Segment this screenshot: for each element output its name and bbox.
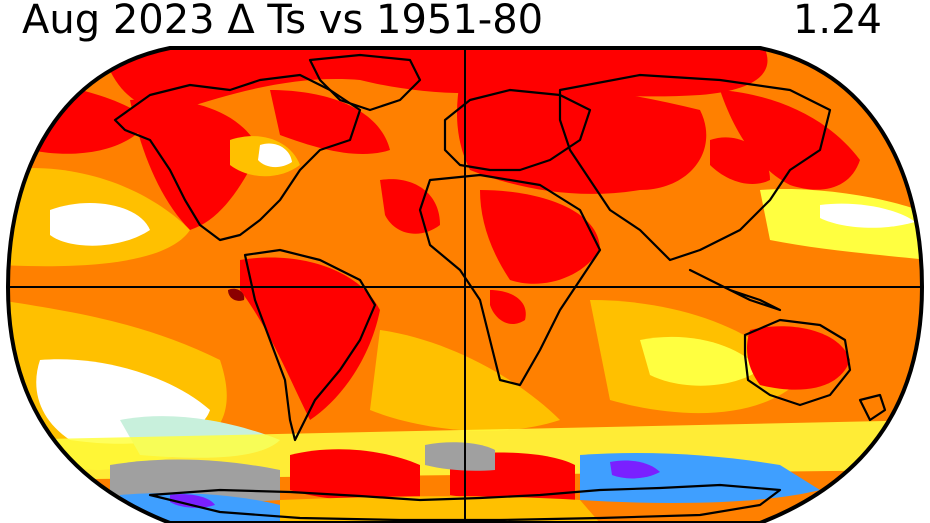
field-canada-red [270,90,390,155]
coastline-southeast-asia [688,268,782,312]
coastline-south-america [243,248,377,442]
field-us-white [258,143,292,168]
field-antarctic-very-cool [610,460,660,479]
coastline-antarctica [148,483,782,522]
coastlines [113,53,887,522]
coastline-asia [558,73,832,262]
field-antarctic-gray-2 [425,442,495,471]
anomaly-field [8,48,922,523]
coastline-north-america [113,73,362,242]
map-border [5,46,925,523]
coastline-africa [418,173,602,387]
field-africa-red [480,190,600,284]
global-mean-value: 1.24 [792,0,882,43]
field-west-pacific-red [710,137,770,185]
field-antarctic-purple-west [170,494,215,508]
field-south-america-red [240,257,380,420]
field-north-america-red [130,99,260,230]
field-indian-light [640,336,760,386]
field-south-africa-red [490,290,526,325]
coastline-greenland [308,53,422,112]
field-pacific-white [50,202,150,246]
coastline-australia [743,318,852,407]
field-australia-red [747,326,850,390]
field-antarctic-yellow [280,496,600,523]
map-title: Aug 2023 Δ Ts vs 1951-80 [22,0,544,43]
field-east-pacific-white [820,203,915,228]
field-amazon-darkred [228,288,245,301]
field-asia-red [720,90,860,190]
coastline-europe [443,88,592,172]
field-antarctic-red [290,449,420,502]
coastline-new-zealand [858,393,887,422]
